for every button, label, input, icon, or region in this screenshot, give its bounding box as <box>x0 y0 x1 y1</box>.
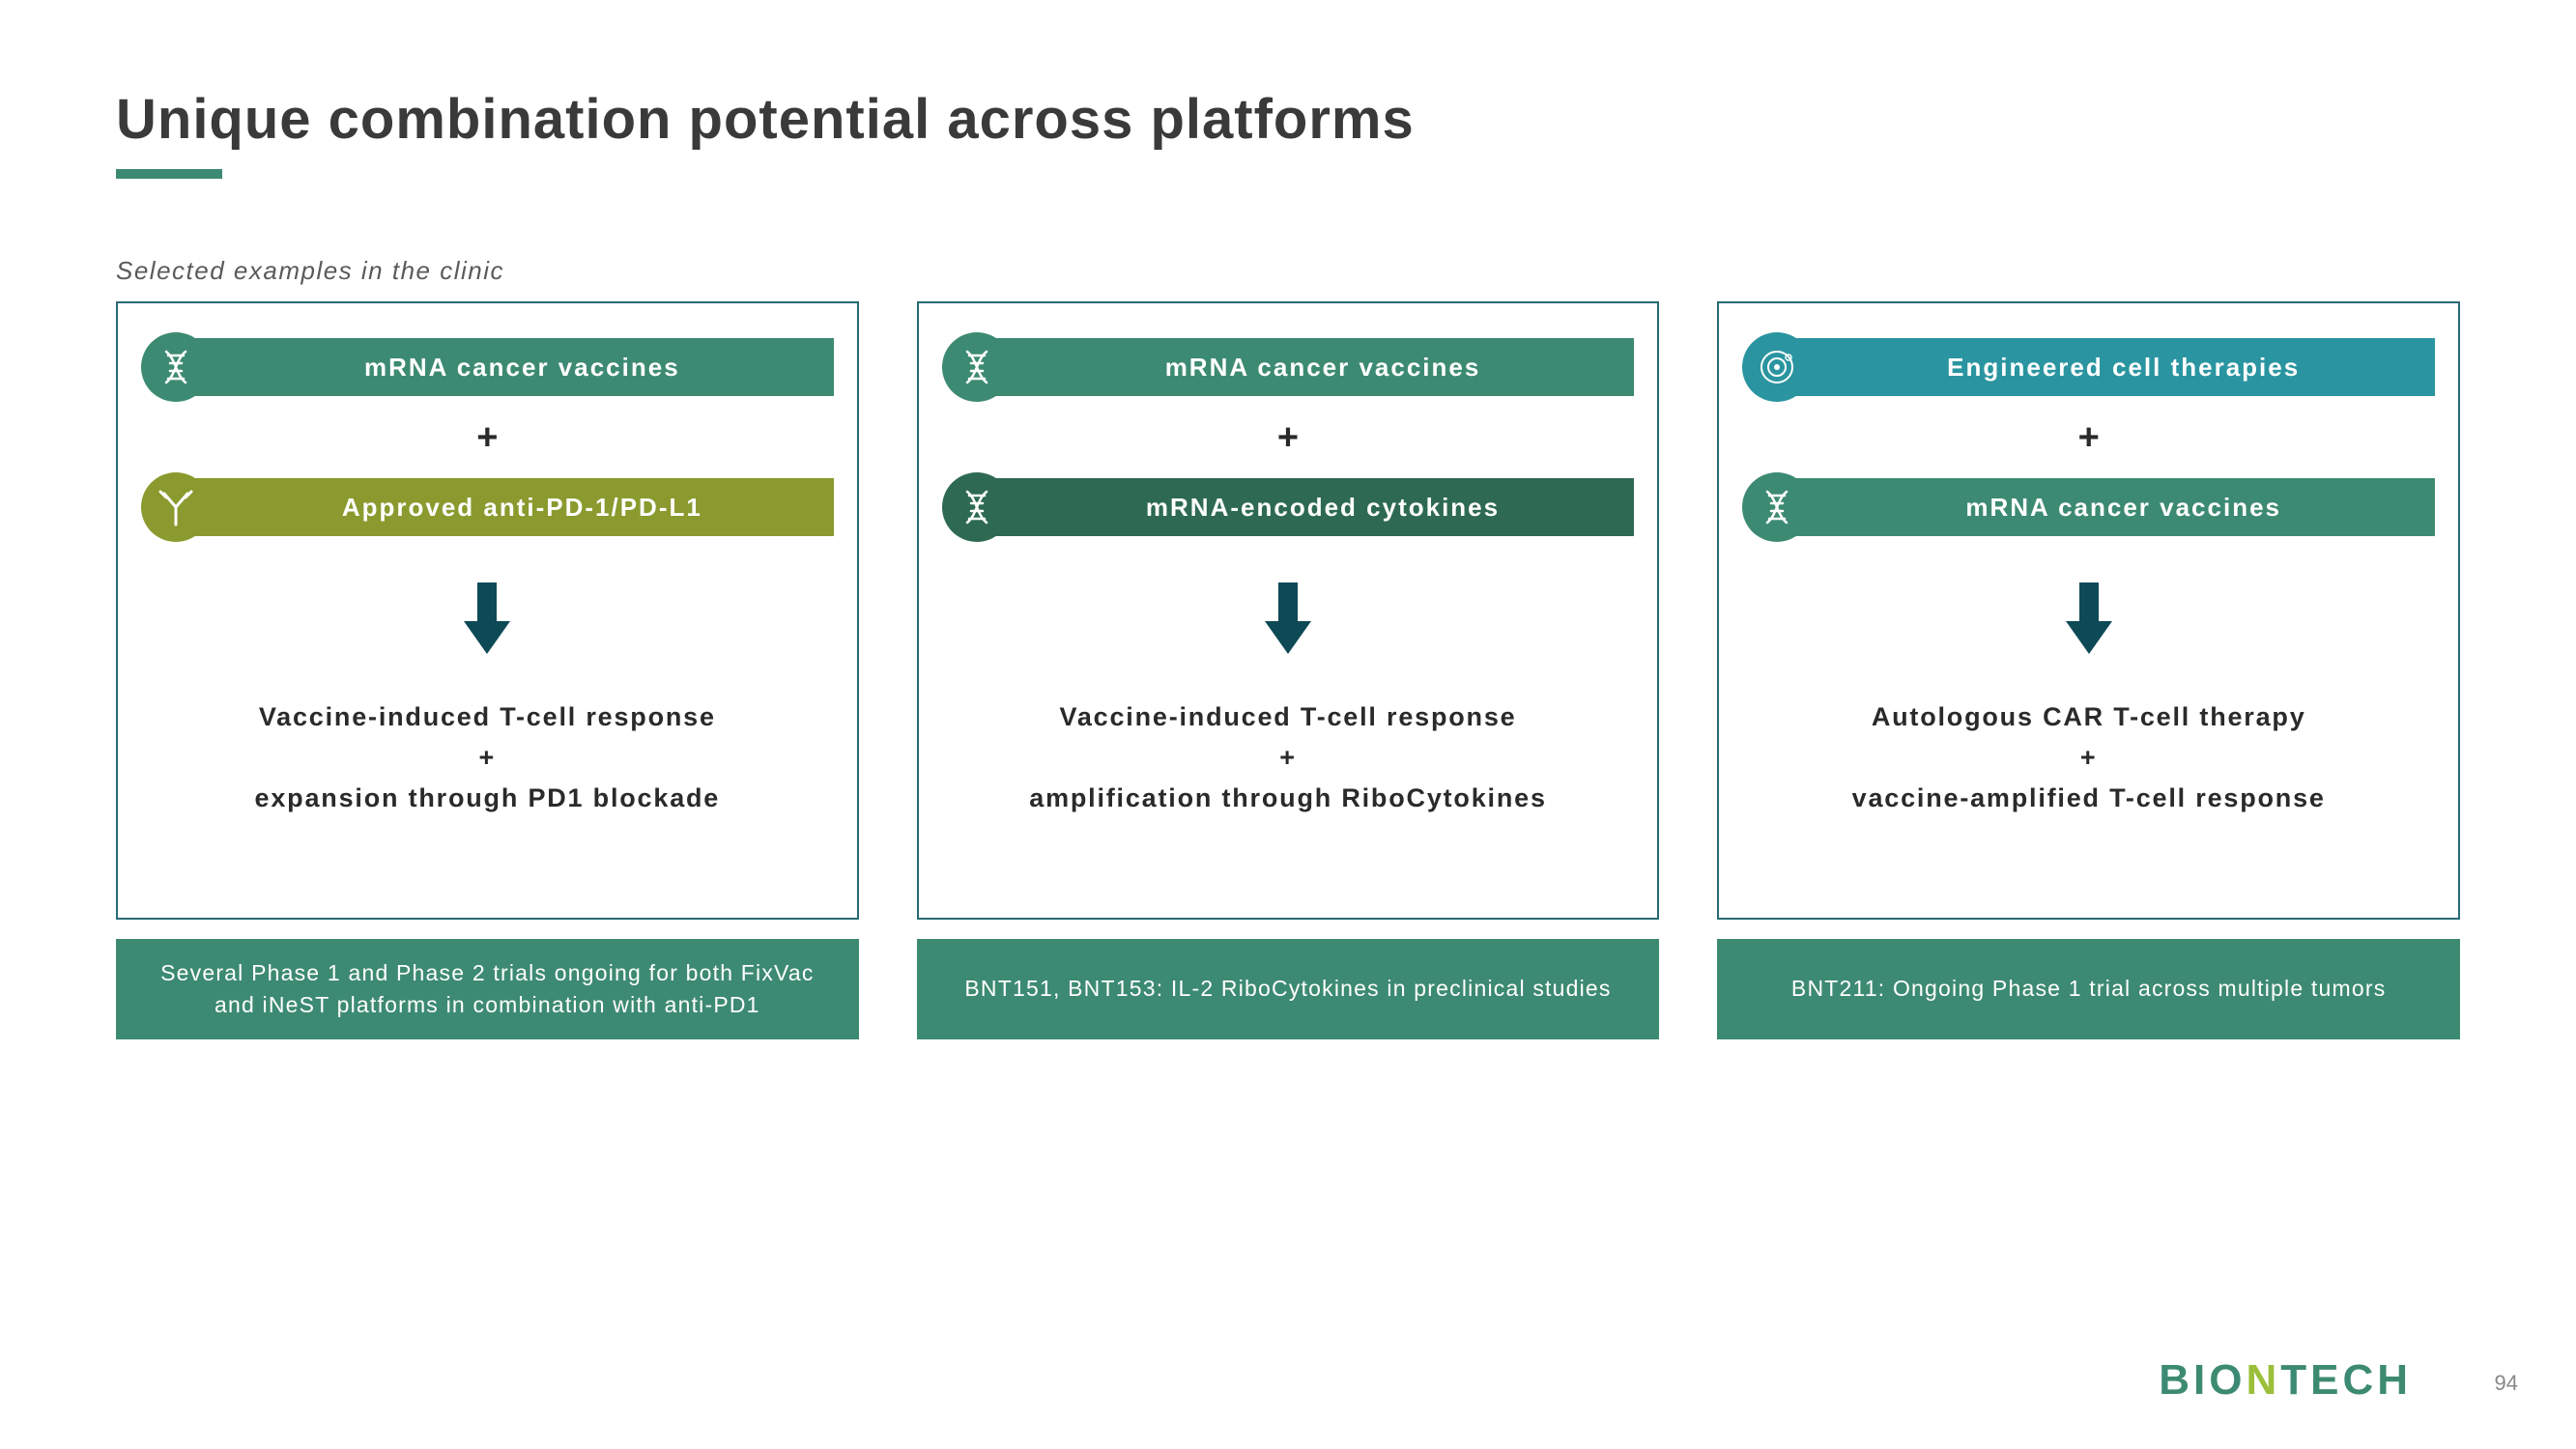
outcome-text: Vaccine-induced T-cell response+amplific… <box>1029 697 1547 819</box>
footnote: BNT151, BNT153: IL-2 RiboCytokines in pr… <box>917 939 1660 1039</box>
footnote: Several Phase 1 and Phase 2 trials ongoi… <box>116 939 859 1039</box>
pill-label: Engineered cell therapies <box>1777 338 2435 396</box>
brand-logo: BIONTECH <box>2159 1356 2412 1405</box>
arrow-down-icon <box>460 582 514 661</box>
pill-row-bottom: mRNA cancer vaccines <box>1742 472 2435 542</box>
title-underline <box>116 169 222 179</box>
outcome-text: Vaccine-induced T-cell response+expansio… <box>255 697 721 819</box>
logo-part3: TECH <box>2280 1356 2412 1404</box>
columns-container: mRNA cancer vaccines + Approved anti-PD-1/… <box>116 301 2460 1039</box>
pill-row-top: mRNA cancer vaccines <box>141 332 834 402</box>
column-0: mRNA cancer vaccines + Approved anti-PD-1/… <box>116 301 859 1039</box>
outcome-line2: vaccine-amplified T-cell response <box>1852 779 2326 819</box>
outcome-line2: expansion through PD1 blockade <box>255 779 721 819</box>
page-title: Unique combination potential across plat… <box>116 87 2460 152</box>
cell-icon <box>1742 332 1812 402</box>
footnote: BNT211: Ongoing Phase 1 trial across mul… <box>1717 939 2460 1039</box>
outcome-line1: Vaccine-induced T-cell response <box>1029 697 1547 738</box>
outcome-plus: + <box>1029 738 1547 779</box>
arrow-down-icon <box>2062 582 2116 661</box>
pill-label: mRNA cancer vaccines <box>977 338 1635 396</box>
logo-part1: BIO <box>2159 1356 2246 1404</box>
logo-part2: N <box>2246 1356 2280 1404</box>
outcome-text: Autologous CAR T-cell therapy+vaccine-am… <box>1852 697 2326 819</box>
helix-icon <box>1742 472 1812 542</box>
antibody-icon <box>141 472 211 542</box>
column-1: mRNA cancer vaccines + mRNA-encoded cytoki… <box>917 301 1660 1039</box>
outcome-line1: Vaccine-induced T-cell response <box>255 697 721 738</box>
pill-row-top: mRNA cancer vaccines <box>942 332 1635 402</box>
page-number: 94 <box>2495 1371 2518 1396</box>
outcome-line2: amplification through RiboCytokines <box>1029 779 1547 819</box>
helix-icon <box>942 332 1012 402</box>
pill-row-top: Engineered cell therapies <box>1742 332 2435 402</box>
arrow-down-icon <box>1261 582 1315 661</box>
pill-label: mRNA cancer vaccines <box>1777 478 2435 536</box>
pill-label: mRNA-encoded cytokines <box>977 478 1635 536</box>
combo-box: mRNA cancer vaccines + mRNA-encoded cytoki… <box>917 301 1660 920</box>
pill-row-bottom: Approved anti-PD-1/PD-L1 <box>141 472 834 542</box>
outcome-plus: + <box>1852 738 2326 779</box>
plus-symbol: + <box>1277 417 1299 459</box>
pill-label: Approved anti-PD-1/PD-L1 <box>176 478 834 536</box>
outcome-line1: Autologous CAR T-cell therapy <box>1852 697 2326 738</box>
pill-label: mRNA cancer vaccines <box>176 338 834 396</box>
helix-icon <box>141 332 211 402</box>
outcome-plus: + <box>255 738 721 779</box>
helix-icon <box>942 472 1012 542</box>
combo-box: mRNA cancer vaccines + Approved anti-PD-1/… <box>116 301 859 920</box>
combo-box: Engineered cell therapies + mRNA cancer va… <box>1717 301 2460 920</box>
column-2: Engineered cell therapies + mRNA cancer va… <box>1717 301 2460 1039</box>
plus-symbol: + <box>2078 417 2100 459</box>
subtitle: Selected examples in the clinic <box>116 256 2460 286</box>
pill-row-bottom: mRNA-encoded cytokines <box>942 472 1635 542</box>
plus-symbol: + <box>476 417 498 459</box>
